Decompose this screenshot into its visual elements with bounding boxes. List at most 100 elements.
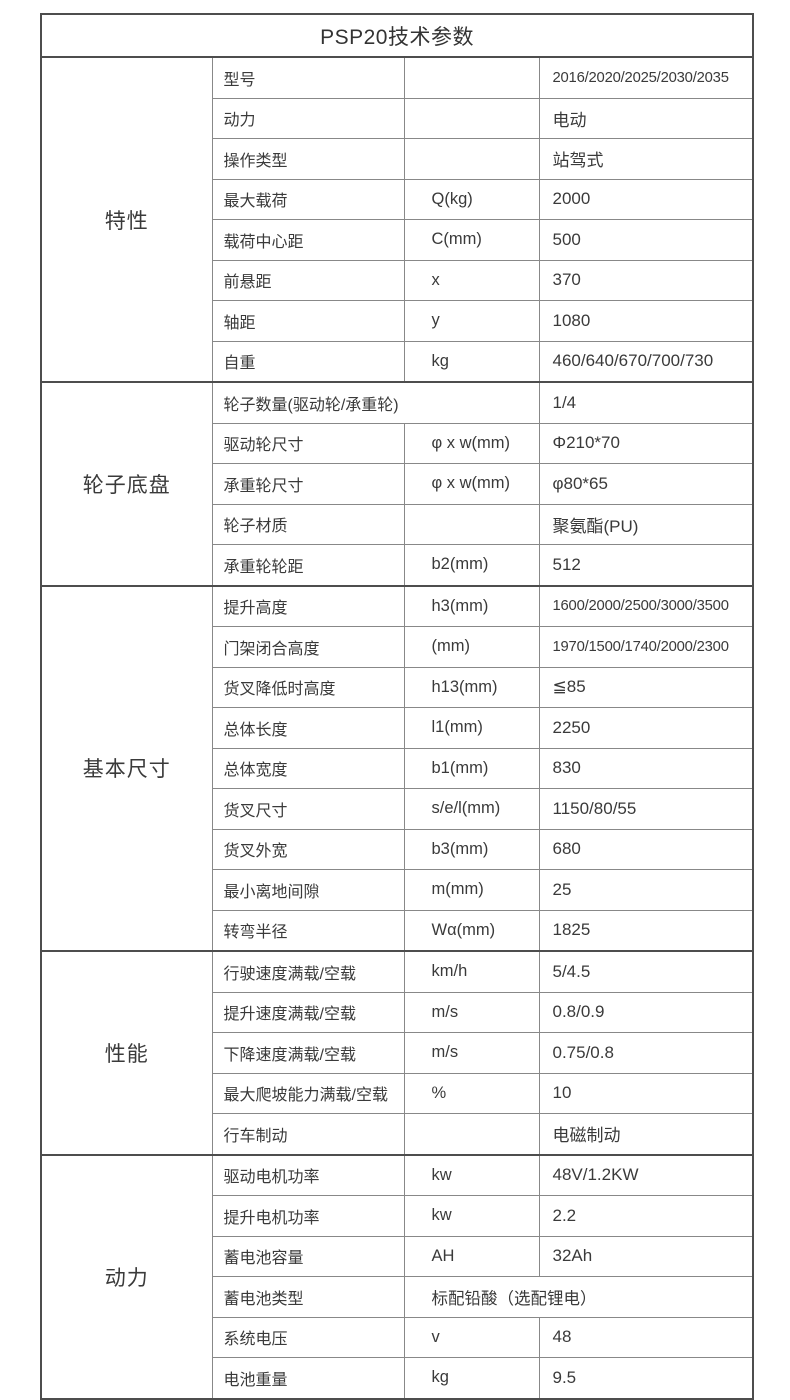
spec-unit: % <box>403 1072 540 1114</box>
spec-unit <box>403 1113 540 1155</box>
spec-unit: km/h <box>403 950 540 993</box>
table-row: 货叉外宽 b3(mm) 680 <box>41 828 754 870</box>
section-label: 轮子底盘 <box>40 381 213 586</box>
spec-value: ≦85 <box>538 666 754 708</box>
spec-label: 最大载荷 <box>211 178 405 220</box>
spec-unit: b1(mm) <box>403 747 540 789</box>
spec-label: 承重轮尺寸 <box>211 463 405 505</box>
table-row: 操作类型 站驾式 <box>41 138 754 180</box>
spec-table: PSP20技术参数 特性 型号 2016/2020/2025/2030/2035 动力… <box>40 13 755 1400</box>
spec-label: 操作类型 <box>211 138 405 180</box>
spec-label: 轮子数量(驱动轮/承重轮) <box>211 381 540 424</box>
spec-unit: x <box>403 259 540 301</box>
spec-label: 系统电压 <box>211 1316 405 1358</box>
spec-value: 460/640/670/700/730 <box>538 340 754 383</box>
spec-label: 行车制动 <box>211 1113 405 1155</box>
spec-unit: φ x w(mm) <box>403 422 540 464</box>
table-row: 轴距 y 1080 <box>41 300 754 342</box>
spec-value: 512 <box>538 544 754 586</box>
spec-label: 转弯半径 <box>211 909 405 952</box>
table-row: 总体长度 l1(mm) 2250 <box>41 707 754 749</box>
spec-unit: kg <box>403 340 540 383</box>
spec-unit: m(mm) <box>403 869 540 911</box>
spec-unit: Wα(mm) <box>403 909 540 952</box>
spec-value: 500 <box>538 219 754 261</box>
spec-value: 标配铅酸（选配锂电） <box>403 1276 754 1318</box>
spec-label: 最小离地间隙 <box>211 869 405 911</box>
spec-label: 货叉降低时高度 <box>211 666 405 708</box>
spec-value: 1970/1500/1740/2000/2300 <box>538 626 754 668</box>
spec-value: 5/4.5 <box>538 950 754 993</box>
spec-label: 轴距 <box>211 300 405 342</box>
spec-unit <box>403 138 540 180</box>
table-row: 轮子材质 聚氨酯(PU) <box>41 503 754 545</box>
spec-unit: b3(mm) <box>403 828 540 870</box>
spec-label: 货叉尺寸 <box>211 788 405 830</box>
spec-label: 提升高度 <box>211 584 405 627</box>
spec-unit: (mm) <box>403 626 540 668</box>
spec-label: 总体长度 <box>211 707 405 749</box>
spec-unit: kg <box>403 1357 540 1399</box>
spec-unit: b2(mm) <box>403 544 540 586</box>
section-label: 性能 <box>40 950 213 1155</box>
spec-value: 2000 <box>538 178 754 220</box>
spec-value: 2250 <box>538 707 754 749</box>
spec-unit: φ x w(mm) <box>403 463 540 505</box>
table-row: 性能 行驶速度满载/空载 km/h 5/4.5 <box>40 950 754 1155</box>
spec-value: 370 <box>538 259 754 301</box>
spec-value: 电磁制动 <box>538 1113 754 1155</box>
table-row: 蓄电池容量 AH 32Ah <box>41 1235 754 1277</box>
spec-unit: v <box>403 1316 540 1358</box>
spec-unit: s/e/l(mm) <box>403 788 540 830</box>
spec-unit: y <box>403 300 540 342</box>
spec-value: 1150/80/55 <box>538 788 754 830</box>
spec-value: 9.5 <box>538 1357 754 1399</box>
spec-unit: h13(mm) <box>403 666 540 708</box>
table-row: 承重轮尺寸 φ x w(mm) φ80*65 <box>41 463 754 505</box>
spec-value: Φ210*70 <box>538 422 754 464</box>
section-label: 基本尺寸 <box>40 584 213 952</box>
spec-value: 680 <box>538 828 754 870</box>
spec-value: 1/4 <box>538 381 754 424</box>
table-row: 自重 kg 460/640/670/700/730 <box>41 340 754 383</box>
section-label: 特性 <box>40 56 213 383</box>
spec-value: 32Ah <box>538 1235 754 1277</box>
spec-label: 型号 <box>211 56 405 99</box>
spec-value: 站驾式 <box>538 138 754 180</box>
spec-label: 前悬距 <box>211 259 405 301</box>
spec-unit: kw <box>403 1195 540 1237</box>
spec-value: 2016/2020/2025/2030/2035 <box>538 56 754 99</box>
table-row: 系统电压 v 48 <box>41 1316 754 1358</box>
table-row: 轮子底盘 轮子数量(驱动轮/承重轮) 1/4 <box>40 381 754 586</box>
spec-label: 轮子材质 <box>211 503 405 545</box>
spec-value: 聚氨酯(PU) <box>538 503 754 545</box>
spec-unit <box>403 97 540 139</box>
table-row: 承重轮轮距 b2(mm) 512 <box>41 544 754 586</box>
spec-unit: m/s <box>403 1032 540 1074</box>
spec-value: φ80*65 <box>538 463 754 505</box>
spec-value: 830 <box>538 747 754 789</box>
spec-value: 电动 <box>538 97 754 139</box>
spec-label: 货叉外宽 <box>211 828 405 870</box>
spec-value: 48V/1.2KW <box>538 1153 754 1196</box>
spec-value: 10 <box>538 1072 754 1114</box>
spec-label: 承重轮轮距 <box>211 544 405 586</box>
spec-unit: m/s <box>403 991 540 1033</box>
spec-unit: kw <box>403 1153 540 1196</box>
spec-label: 驱动电机功率 <box>211 1153 405 1196</box>
table-row: 驱动轮尺寸 φ x w(mm) Φ210*70 <box>41 422 754 464</box>
spec-label: 电池重量 <box>211 1357 405 1399</box>
spec-value: 0.8/0.9 <box>538 991 754 1033</box>
table-row: 提升电机功率 kw 2.2 <box>41 1195 754 1237</box>
title-row: PSP20技术参数 <box>40 13 754 58</box>
table-row: 特性 型号 2016/2020/2025/2030/2035 <box>40 56 754 383</box>
spec-label: 提升电机功率 <box>211 1195 405 1237</box>
table-row: 提升速度满载/空载 m/s 0.8/0.9 <box>41 991 754 1033</box>
spec-label: 蓄电池容量 <box>211 1235 405 1277</box>
table-row: 载荷中心距 C(mm) 500 <box>41 219 754 261</box>
table-title: PSP20技术参数 <box>40 13 754 58</box>
spec-value: 1600/2000/2500/3000/3500 <box>538 584 754 627</box>
table-row: 前悬距 x 370 <box>41 259 754 301</box>
spec-unit: C(mm) <box>403 219 540 261</box>
spec-label: 下降速度满载/空载 <box>211 1032 405 1074</box>
